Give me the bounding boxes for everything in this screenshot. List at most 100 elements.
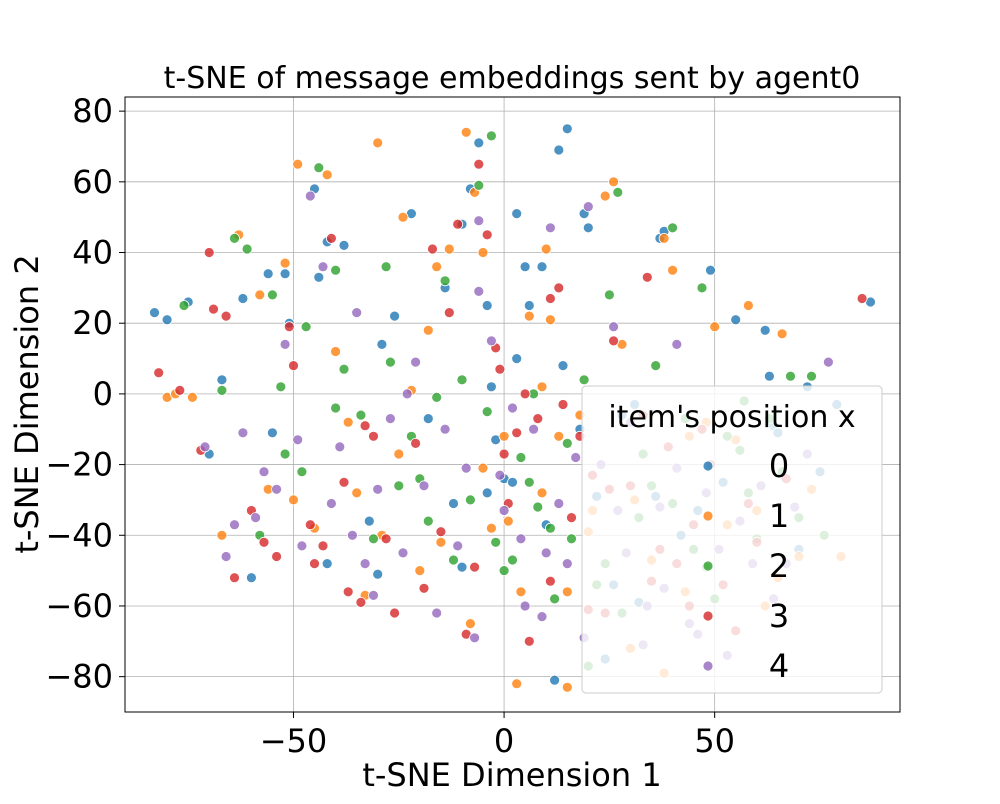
axis-ticks: −50 0 50 80 60 40 20 0 −20 −40 −60 −80 [45,92,735,760]
data-point [376,338,388,350]
data-point [519,388,531,400]
data-point [523,635,535,647]
data-point [355,409,367,421]
data-point [481,300,493,311]
data-point [279,257,291,269]
y-tick-label: −80 [45,658,113,696]
data-point [216,384,228,396]
x-tick-label: 0 [494,722,514,760]
y-tick-label: −40 [45,516,113,554]
data-point [464,618,476,629]
data-point [422,413,434,425]
data-point [498,430,510,442]
data-point [439,275,451,287]
data-point [759,324,771,336]
data-point [338,363,350,375]
data-point [473,285,485,297]
legend-marker [702,460,714,472]
data-point [473,137,485,149]
data-point [806,370,817,382]
data-point [494,363,506,375]
data-point [258,536,270,548]
data-point [275,381,287,393]
data-point [237,427,249,439]
data-point [612,186,624,198]
data-point [435,526,447,538]
data-point [401,388,413,400]
data-point [397,547,409,559]
data-point [536,611,548,622]
data-point [485,381,497,393]
data-point [456,561,468,573]
data-point [515,533,527,545]
y-axis-label: t-SNE Dimension 2 [8,254,46,553]
data-point [292,158,304,170]
data-point [540,547,552,559]
data-point [448,554,459,566]
data-point [317,540,329,552]
data-point [431,607,443,619]
data-point [502,515,514,527]
data-point [330,402,342,414]
data-point [545,222,556,234]
data-point [570,452,582,463]
data-point [330,346,342,357]
data-point [149,307,160,319]
data-point [443,243,455,255]
y-tick-label: 40 [72,234,113,272]
data-point [410,356,422,368]
data-point [174,384,186,396]
data-point [667,222,678,234]
legend-marker [702,660,714,672]
data-point [431,391,443,403]
data-point [641,271,653,283]
data-point [460,462,472,474]
data-point [313,271,325,283]
data-point [549,674,560,686]
data-point [511,208,523,220]
data-point [498,505,510,516]
data-point [266,289,278,301]
data-point [511,353,523,365]
data-point [511,678,523,690]
legend-box [581,385,883,694]
data-point [473,215,485,227]
data-point [599,190,611,202]
data-point [532,501,544,513]
data-point [393,448,405,460]
data-point [380,533,392,545]
data-point [477,462,489,474]
data-point [422,324,434,336]
data-point [519,600,531,612]
data-point [288,360,299,372]
data-point [414,565,426,576]
data-point [153,367,165,379]
data-point [776,328,788,340]
data-point [545,522,556,534]
data-point [266,427,278,439]
data-point [553,498,565,509]
data-point [460,126,472,138]
x-axis-label: t-SNE Dimension 1 [362,756,661,794]
data-point [208,303,219,315]
data-point [368,430,379,442]
data-point [351,487,363,499]
data-point [582,222,594,234]
data-point [351,307,363,319]
data-point [540,243,552,255]
legend-marker [702,510,714,522]
data-point [250,512,262,523]
legend-marker [702,560,714,572]
y-tick-label: 60 [72,163,113,201]
data-point [671,338,683,350]
data-point [515,586,527,598]
data-point [545,293,556,304]
data-point [485,130,497,142]
data-point [422,515,434,527]
data-point [532,413,544,425]
data-point [696,282,708,294]
data-point [313,162,325,174]
data-point [650,360,662,372]
data-point [557,360,569,372]
